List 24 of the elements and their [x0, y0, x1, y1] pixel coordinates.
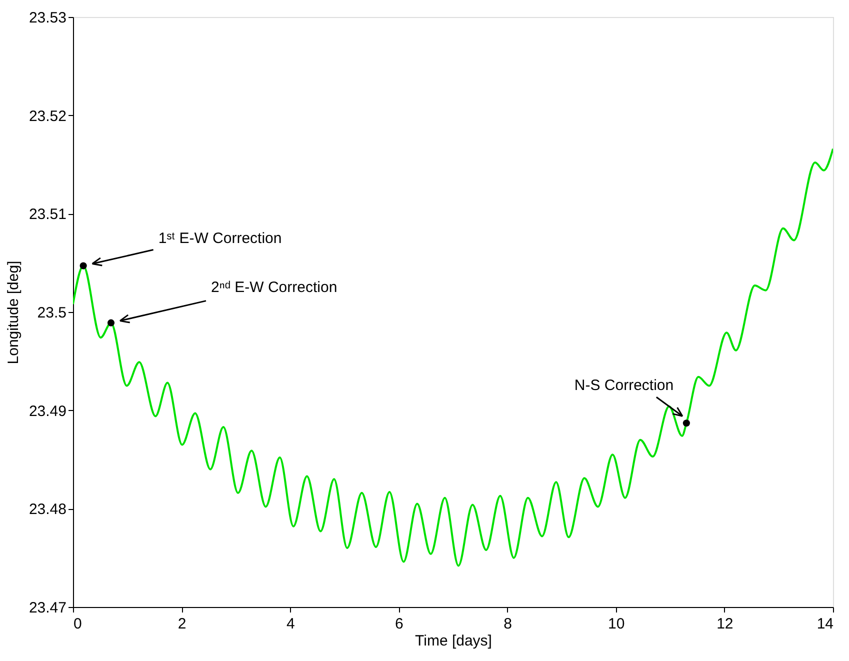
y-tick-label: 23.52: [28, 108, 66, 125]
y-axis-title: Longitude [deg]: [4, 260, 22, 364]
y-tick-label: 23.47: [28, 600, 66, 616]
y-tick-label: 23.53: [28, 10, 66, 26]
y-tick-label: 23.48: [28, 501, 66, 518]
y-tick-label: 23.5: [37, 304, 66, 322]
annotation: 2ⁿᵈ E-W Correction: [211, 278, 338, 296]
x-tick-label: 10: [608, 616, 625, 632]
x-tick-label: 2: [178, 616, 186, 632]
annotation: N-S Correction: [574, 377, 674, 394]
x-tick-label: 8: [504, 616, 512, 632]
x-tick-label: 0: [74, 616, 82, 632]
x-tick-label: 12: [716, 616, 734, 632]
y-tick-label: 23.51: [28, 206, 66, 224]
point: [682, 420, 690, 427]
point: [80, 262, 87, 270]
x-tick-label: 4: [286, 616, 295, 632]
point: [107, 319, 115, 326]
x-tick-label: 14: [816, 616, 834, 632]
y-tick-label: 23.49: [28, 402, 66, 420]
x-tick-label: 6: [395, 616, 404, 632]
line-series: [73, 148, 833, 567]
annotation: 1ˢᵗ E-W Correction: [158, 230, 282, 247]
x-axis-title: Time [days]: [415, 632, 492, 650]
